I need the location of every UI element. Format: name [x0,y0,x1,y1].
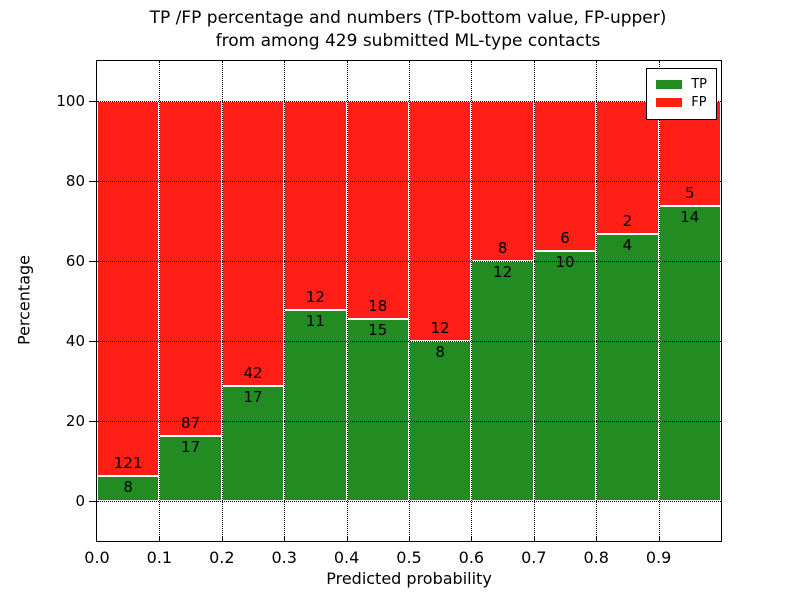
x-tick-label: 0.4 [333,548,360,567]
bar-count-fp: 18 [368,297,388,316]
x-tick-label: 0.2 [209,548,235,567]
gridline-horizontal [97,181,721,182]
y-tick-label: 40 [65,332,85,350]
legend-swatch-fp [656,98,683,107]
x-tick-mark [533,536,535,541]
y-tick-label: 0 [75,492,85,510]
bar-count-fp: 87 [181,413,201,432]
bar-count-fp: 12 [305,287,325,306]
x-tick-label: 0.3 [271,548,297,567]
bar-count-fp: 2 [622,212,633,231]
x-tick-label: 0.5 [396,548,422,567]
bar-segment-tp [346,319,409,501]
legend-item-tp: TP [656,77,707,92]
bar-segment-tp [471,261,534,501]
bar-count-fp: 5 [685,184,695,203]
x-tick-mark [159,536,161,541]
x-tick-mark [409,536,410,541]
x-axis-label: Predicted probability [326,569,492,588]
bar-count-fp: 6 [560,229,570,247]
x-tick-label: 0.7 [521,548,547,567]
y-tick-mark [89,341,97,342]
bar-count-tp: 12 [493,263,513,281]
chart-title-line1: TP /FP percentage and numbers (TP-bottom… [149,8,667,28]
y-tick-label: 60 [65,252,85,270]
chart-title-line2: from among 429 submitted ML-type contact… [215,31,601,51]
gridline-vertical [471,61,473,541]
gridline-vertical [409,61,410,541]
gridline-horizontal [97,421,721,422]
chart-title: TP /FP percentage and numbers (TP-bottom… [96,7,720,53]
x-tick-mark [596,536,598,541]
gridline-horizontal [97,261,721,262]
bar-count-tp: 8 [123,478,133,497]
x-tick-label: 0.8 [583,548,609,567]
bar-count-fp: 121 [113,454,143,473]
y-axis-label: Percentage [14,254,34,346]
x-tick-mark [221,536,223,541]
bar-count-tp: 17 [181,437,201,456]
y-tick-mark [89,421,97,422]
bar-segment-fp [221,101,285,386]
y-tick-label: 80 [65,172,85,190]
bar-count-tp: 11 [305,311,325,330]
gridline-vertical [658,61,660,541]
bar-segment-tp [658,206,721,501]
gridline-vertical [346,61,348,541]
x-tick-mark [471,536,473,541]
bar-segment-fp [346,101,409,320]
x-tick-mark [346,536,348,541]
bar-segment-fp [284,101,347,310]
legend-label-fp: FP [691,95,707,110]
legend-swatch-tp [656,80,683,89]
y-tick-mark [89,261,97,262]
bar-segment-tp [97,476,160,501]
bar-count-fp: 8 [497,239,508,257]
x-tick-label: 0.6 [458,548,485,567]
gridline-horizontal [97,341,721,342]
gridline-vertical [221,61,223,541]
legend-label-tp: TP [691,77,707,92]
x-tick-mark [658,536,660,541]
bar-segment-tp [284,309,347,501]
bar-count-tp: 4 [622,236,633,255]
bar-count-fp: 12 [430,319,450,337]
legend-item-fp: FP [656,95,707,110]
bar-count-tp: 10 [555,253,575,271]
legend: TP FP [646,68,717,120]
bar-segment-fp [409,101,472,341]
y-tick-label: 20 [65,412,85,430]
gridline-horizontal [97,501,721,502]
bar-segment-tp [596,234,659,501]
bar-count-tp: 15 [368,321,388,340]
bar-count-tp: 8 [435,343,445,361]
x-tick-label: 0.9 [645,548,672,567]
y-tick-label: 100 [56,92,85,110]
bar-count-tp: 14 [680,208,700,227]
plot-area: 121 8 87 17 42 17 12 11 18 15 12 8 8 12 6 10 2 4 5 14 0.0 0.… [56,60,722,588]
gridline-vertical [596,61,598,541]
gridline-vertical [159,61,161,541]
y-tick-mark [89,501,97,502]
bar-segment-tp [533,251,597,501]
bar-count-fp: 42 [243,363,263,382]
y-tick-mark [89,101,97,102]
x-tick-label: 0.1 [146,548,173,567]
x-tick-label: 0.0 [84,548,110,567]
bar-count-tp: 17 [243,387,263,406]
gridline-vertical [284,61,286,541]
gridline-vertical [533,61,535,541]
bar-segment-fp [97,101,160,477]
y-tick-mark [89,181,97,182]
x-tick-mark [284,536,286,541]
gridline-horizontal [97,101,721,102]
bar-segment-fp [159,101,222,436]
